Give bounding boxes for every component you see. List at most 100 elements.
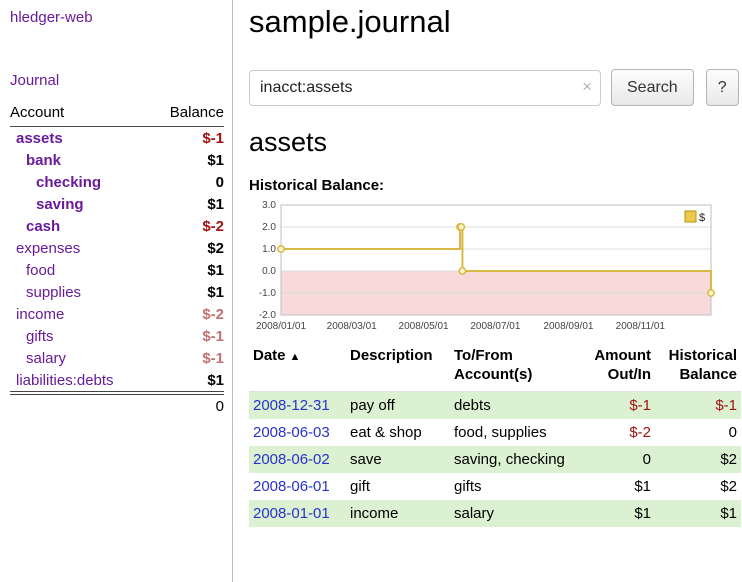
sidebar-account-row: assets $-1 [10, 127, 224, 150]
transaction-date-link[interactable]: 2008-06-02 [253, 451, 330, 468]
help-button[interactable]: ? [705, 69, 739, 106]
transaction-amount: $-1 [629, 397, 651, 414]
svg-text:2008/01/01: 2008/01/01 [256, 321, 306, 332]
transaction-date-cell: 2008-01-01 [249, 500, 346, 527]
transaction-date-link[interactable]: 2008-06-03 [253, 424, 330, 441]
sidebar-account-balance: $-1 [202, 349, 224, 367]
transaction-amount: 0 [642, 451, 651, 468]
sidebar-account-link-salary[interactable]: salary [26, 349, 67, 367]
col-description-label: Description [350, 347, 433, 364]
accounts-header-account: Account [10, 102, 151, 127]
col-description: Description [346, 346, 450, 392]
accounts-table: Account Balance assets $-1 bank $1 checking 0… [10, 102, 224, 418]
sort-asc-icon[interactable]: ▲ [289, 351, 301, 363]
sidebar-account-link-income[interactable]: income [16, 305, 65, 323]
sidebar-account-link-liabilities-debts[interactable]: liabilities:debts [16, 371, 114, 389]
svg-text:2008/03/01: 2008/03/01 [327, 321, 377, 332]
transaction-description: eat & shop [350, 424, 422, 441]
sidebar-account-row: income $-2 [10, 303, 224, 325]
register-row: 2008-06-01 gift gifts $1 $2 [249, 473, 741, 500]
sidebar-account-link-saving[interactable]: saving [36, 195, 84, 213]
sidebar-account-row: salary $-1 [10, 347, 224, 369]
app-title-link[interactable]: hledger-web [10, 9, 93, 26]
svg-text:2008/11/01: 2008/11/01 [616, 321, 666, 332]
svg-text:0.0: 0.0 [262, 266, 276, 277]
transaction-description: income [350, 505, 399, 522]
svg-text:2008/05/01: 2008/05/01 [399, 321, 449, 332]
sidebar-account-row: gifts $-1 [10, 325, 224, 347]
transaction-balance: $2 [720, 478, 737, 495]
transaction-date-link[interactable]: 2008-06-01 [253, 478, 330, 495]
transaction-amount: $1 [634, 478, 651, 495]
register-header-row: Date ▲ Description To/From Account(s) Amou… [249, 346, 741, 392]
sidebar-account-balance: $1 [207, 371, 224, 389]
sidebar-account-link-supplies[interactable]: supplies [26, 283, 82, 301]
svg-text:-1.0: -1.0 [259, 288, 277, 299]
accounts-header-balance: Balance [150, 102, 224, 127]
transaction-balance: 0 [728, 424, 737, 441]
transaction-description: gift [350, 478, 371, 495]
search-input[interactable] [249, 69, 601, 106]
sidebar-account-row: food $1 [10, 259, 224, 281]
col-balance-label-2: Balance [679, 366, 737, 383]
transaction-accounts: gifts [454, 478, 482, 495]
transaction-amount: $-2 [629, 424, 651, 441]
sidebar-account-link-gifts[interactable]: gifts [26, 327, 54, 345]
sidebar: hledger-web Journal Account Balance asse… [0, 0, 233, 582]
col-accounts: To/From Account(s) [450, 346, 570, 392]
page-title: sample.journal [249, 4, 451, 39]
sidebar-account-balance: $-2 [202, 305, 224, 323]
svg-text:2008/07/01: 2008/07/01 [470, 321, 520, 332]
col-accounts-label-1: To/From [454, 347, 513, 364]
transaction-description: pay off [350, 397, 395, 414]
sidebar-account-row: checking 0 [10, 171, 224, 193]
sidebar-account-link-assets[interactable]: assets [16, 129, 63, 147]
accounts-header-row: Account Balance [10, 102, 224, 127]
transaction-accounts: debts [454, 397, 491, 414]
svg-text:2008/09/01: 2008/09/01 [543, 321, 593, 332]
transaction-amount: $1 [634, 505, 651, 522]
sidebar-account-balance: $1 [207, 195, 224, 213]
register-row: 2008-06-02 save saving, checking 0 $2 [249, 446, 741, 473]
svg-text:1.0: 1.0 [262, 244, 276, 255]
search-button[interactable]: Search [611, 69, 694, 106]
transaction-accounts: food, supplies [454, 424, 547, 441]
col-balance: Historical Balance [655, 346, 741, 392]
sidebar-account-balance: $2 [207, 239, 224, 257]
sidebar-account-row: supplies $1 [10, 281, 224, 303]
transaction-date-cell: 2008-12-31 [249, 392, 346, 420]
col-amount: Amount Out/In [570, 346, 655, 392]
sidebar-account-balance: $1 [207, 261, 224, 279]
register-row: 2008-01-01 income salary $1 $1 [249, 500, 741, 527]
sidebar-account-link-food[interactable]: food [26, 261, 56, 279]
search-form: × Search ? [249, 69, 742, 106]
nav-journal-link[interactable]: Journal [10, 72, 60, 89]
transaction-balance: $-1 [715, 397, 737, 414]
col-date-label: Date [253, 347, 286, 364]
register-row: 2008-12-31 pay off debts $-1 $-1 [249, 391, 741, 420]
transaction-date-link[interactable]: 2008-12-31 [253, 397, 330, 414]
sidebar-account-link-expenses[interactable]: expenses [16, 239, 81, 257]
transaction-date-cell: 2008-06-01 [249, 473, 346, 500]
sidebar-account-balance: $-2 [202, 217, 224, 235]
sidebar-account-balance: $-1 [202, 327, 224, 345]
sidebar-account-row: expenses $2 [10, 237, 224, 259]
chart-title: Historical Balance: [249, 177, 385, 194]
main-content: sample.journal × Search ? assets Histori… [233, 0, 742, 582]
col-date[interactable]: Date ▲ [249, 346, 346, 392]
transaction-date-link[interactable]: 2008-01-01 [253, 505, 330, 522]
sidebar-account-link-cash[interactable]: cash [26, 217, 61, 235]
col-accounts-label-2: Account(s) [454, 366, 533, 383]
clear-search-icon[interactable]: × [582, 76, 592, 96]
sidebar-account-balance: $-1 [202, 129, 224, 147]
sidebar-account-row: liabilities:debts $1 [10, 369, 224, 393]
search-field-wrap: × [249, 69, 601, 106]
col-amount-label-1: Amount [594, 347, 651, 364]
sidebar-account-row: saving $1 [10, 193, 224, 215]
transaction-date-cell: 2008-06-03 [249, 419, 346, 446]
sidebar-account-balance: 0 [215, 173, 224, 191]
col-balance-label-1: Historical [668, 347, 737, 364]
sidebar-account-link-checking[interactable]: checking [36, 173, 102, 191]
sidebar-account-link-bank[interactable]: bank [26, 151, 62, 169]
